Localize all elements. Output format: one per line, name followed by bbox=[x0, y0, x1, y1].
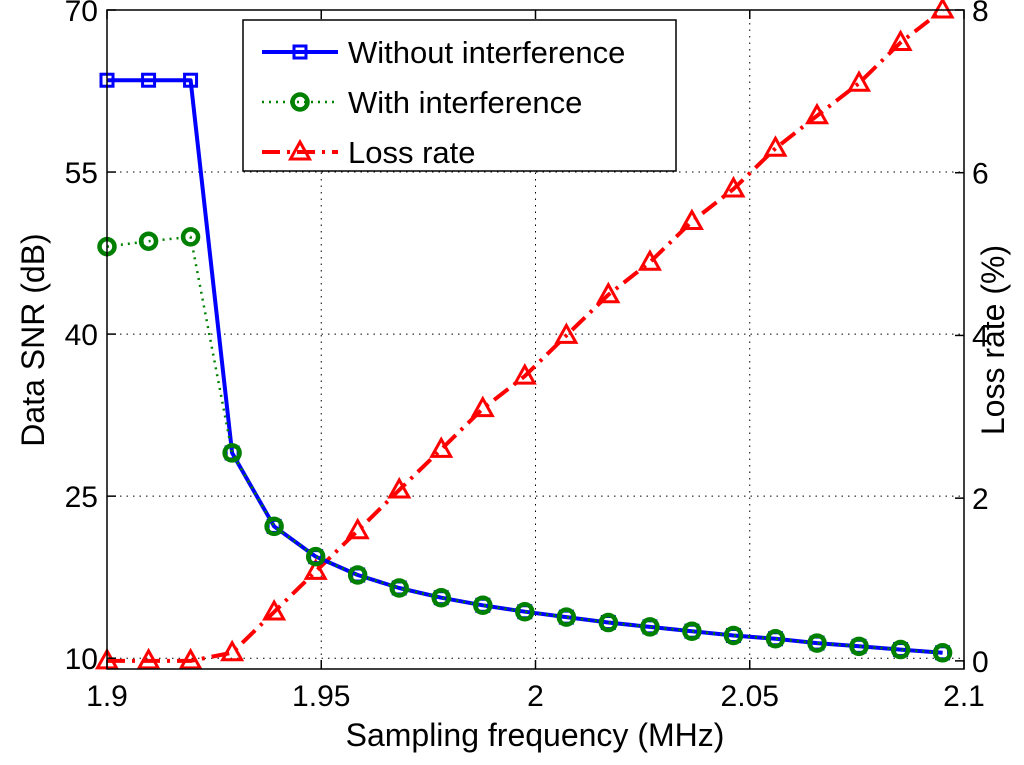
series-line bbox=[107, 8, 944, 663]
data-point bbox=[930, 0, 955, 19]
y-tick-label: 55 bbox=[65, 157, 98, 190]
y2-tick-label: 6 bbox=[972, 158, 989, 191]
data-point bbox=[222, 443, 242, 463]
data-point bbox=[305, 546, 326, 567]
series-triangle bbox=[94, 0, 955, 670]
data-point bbox=[515, 601, 535, 622]
x-tick-label: 2.1 bbox=[943, 680, 985, 713]
data-point bbox=[596, 281, 621, 304]
y2-axis-label: Loss rate (%) bbox=[975, 245, 1011, 435]
data-point bbox=[345, 517, 370, 540]
data-point bbox=[556, 607, 577, 627]
data-point bbox=[183, 72, 199, 88]
data-point bbox=[846, 70, 872, 92]
legend-entry: Without interference bbox=[262, 35, 625, 70]
legend-entry: Loss rate bbox=[262, 135, 476, 170]
data-point bbox=[598, 612, 619, 633]
series-line bbox=[107, 78, 943, 655]
y-tick-label: 70 bbox=[65, 0, 98, 28]
legend-label: Loss rate bbox=[348, 135, 476, 170]
data-point bbox=[763, 135, 788, 157]
y2-tick-label: 0 bbox=[972, 646, 989, 679]
data-point bbox=[178, 647, 203, 670]
data-point bbox=[470, 395, 495, 418]
data-point bbox=[262, 598, 287, 621]
y-tick-label: 10 bbox=[65, 643, 98, 676]
series-circle bbox=[97, 227, 953, 663]
data-point bbox=[138, 231, 159, 251]
data-point bbox=[637, 249, 662, 271]
data-point bbox=[640, 617, 660, 637]
data-point bbox=[721, 175, 746, 198]
data-point bbox=[264, 516, 284, 537]
data-point bbox=[220, 639, 245, 662]
data-point bbox=[890, 639, 911, 660]
y2-tick-label: 2 bbox=[972, 483, 989, 516]
data-point bbox=[932, 643, 953, 663]
y-axis-label: Data SNR (dB) bbox=[15, 233, 51, 446]
data-point bbox=[679, 208, 704, 231]
y-tick-label: 40 bbox=[65, 319, 98, 352]
data-point bbox=[389, 578, 409, 598]
legend-swatch-marker bbox=[292, 44, 308, 60]
ticks: 1.9 1.95 2 2.05 2.1 10 25 40 55 70 0 2 4 6 8 bbox=[65, 0, 989, 713]
data-point bbox=[723, 625, 744, 646]
x-tick-label: 1.95 bbox=[292, 680, 350, 713]
y-tick-label: 25 bbox=[65, 481, 98, 514]
legend-label: With interference bbox=[348, 85, 582, 120]
legend-entry: With interference bbox=[262, 85, 582, 120]
data-point bbox=[765, 629, 786, 649]
data-point bbox=[429, 436, 454, 458]
data-point bbox=[682, 621, 702, 641]
data-point bbox=[387, 476, 412, 499]
data-point bbox=[347, 565, 368, 585]
data-point bbox=[512, 363, 537, 385]
data-point bbox=[473, 595, 493, 616]
y2-tick-label: 4 bbox=[972, 320, 989, 353]
legend-swatch-marker bbox=[290, 92, 310, 112]
data-point bbox=[888, 29, 913, 52]
data-point bbox=[849, 636, 869, 657]
legend-label: Without interference bbox=[348, 35, 625, 70]
data-point bbox=[141, 72, 157, 88]
legend-box bbox=[242, 19, 677, 172]
series-layer bbox=[94, 0, 955, 670]
data-point bbox=[804, 102, 830, 125]
legend: Without interference With interference Los… bbox=[242, 19, 677, 172]
legend-swatch-marker bbox=[287, 138, 313, 161]
y2-tick-label: 8 bbox=[972, 0, 989, 28]
x-tick-label: 2.05 bbox=[721, 680, 779, 713]
x-axis-label: Sampling frequency (MHz) bbox=[346, 717, 725, 753]
data-point bbox=[431, 587, 451, 608]
data-point bbox=[554, 322, 579, 344]
data-point bbox=[303, 558, 328, 580]
data-point bbox=[807, 633, 827, 653]
x-tick-label: 2 bbox=[527, 680, 544, 713]
data-point bbox=[180, 227, 201, 247]
data-point bbox=[136, 647, 161, 670]
x-tick-label: 1.9 bbox=[86, 680, 128, 713]
